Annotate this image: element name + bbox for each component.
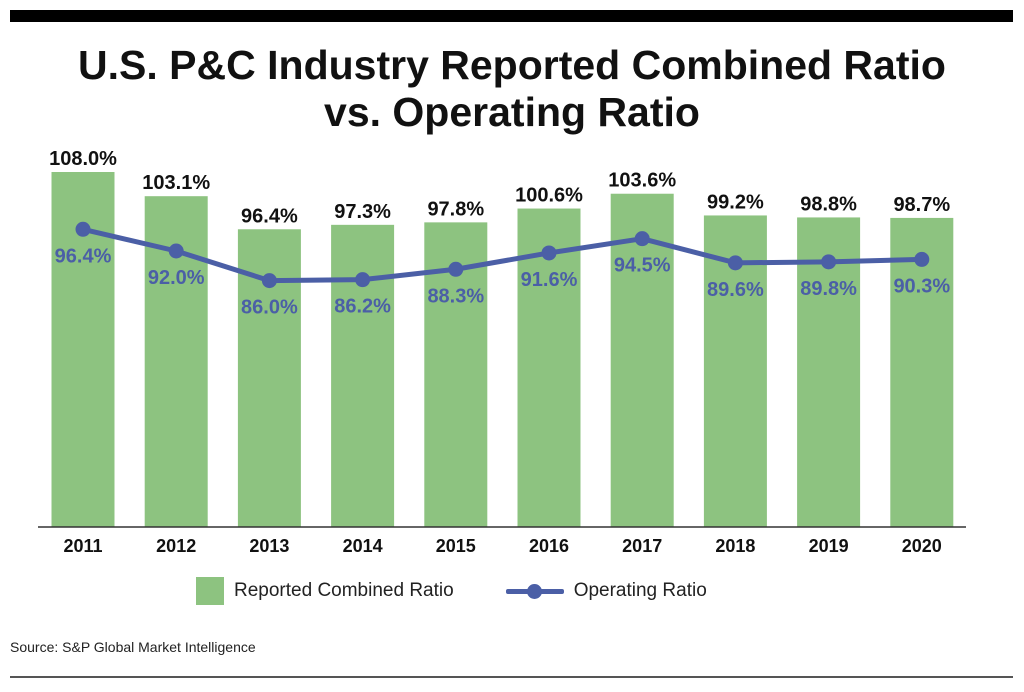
bar-2020 (890, 217, 954, 527)
x-tick-label-2014: 2014 (343, 536, 383, 556)
x-tick-label-2012: 2012 (156, 536, 196, 556)
legend-label-combined-ratio: Reported Combined Ratio (234, 580, 454, 601)
operating-ratio-point-2011 (75, 221, 91, 237)
operating-ratio-label-2016: 91.6% (521, 269, 578, 291)
bar-value-label-2016: 100.6% (515, 185, 583, 207)
bar-value-label-2014: 97.3% (334, 201, 391, 223)
operating-ratio-label-2017: 94.5% (614, 255, 671, 277)
bar-2014 (331, 224, 395, 527)
bar-value-label-2015: 97.8% (427, 198, 484, 220)
operating-ratio-point-2018 (727, 255, 743, 271)
operating-ratio-point-2013 (261, 273, 277, 289)
chart-title-line-1: U.S. P&C Industry Reported Combined Rati… (78, 42, 946, 88)
x-tick-label-2020: 2020 (902, 536, 942, 556)
bar-value-label-2020: 98.7% (893, 194, 950, 216)
operating-ratio-point-2019 (821, 254, 837, 270)
bar-2017 (610, 193, 674, 528)
operating-ratio-label-2018: 89.6% (707, 279, 764, 301)
operating-ratio-point-2015 (448, 261, 464, 277)
operating-ratio-label-2020: 90.3% (893, 275, 950, 297)
operating-ratio-label-2015: 88.3% (427, 285, 484, 307)
bottom-rule (10, 676, 1013, 678)
x-tick-label-2017: 2017 (622, 536, 662, 556)
legend-label-operating-ratio: Operating Ratio (573, 580, 707, 601)
legend: Reported Combined Ratio Operating Ratio (196, 576, 707, 606)
x-tick-label-2011: 2011 (63, 536, 102, 556)
top-rule (10, 10, 1013, 22)
operating-ratio-label-2013: 86.0% (241, 297, 298, 319)
operating-ratio-line (80, 226, 925, 284)
bar-value-label-2017: 103.6% (608, 170, 676, 192)
legend-swatch-combined-ratio (196, 577, 224, 605)
operating-ratio-label-2014: 86.2% (334, 296, 391, 318)
operating-ratio-point-2017 (634, 231, 650, 247)
x-tick-label-2015: 2015 (436, 536, 476, 556)
x-tick-label-2016: 2016 (529, 536, 569, 556)
chart-plot: 108.0% 103.1% 96.4% 97.3% 97.8% 100.6% 103.6% 9… (38, 148, 966, 556)
operating-ratio-label-2019: 89.8% (800, 278, 857, 300)
bar-value-label-2012: 103.1% (142, 172, 210, 194)
x-tick-label-2019: 2019 (809, 536, 849, 556)
bar-value-label-2013: 96.4% (241, 205, 298, 227)
bar-value-label-2018: 99.2% (707, 191, 764, 213)
bar-value-label-2011: 108.0% (49, 148, 117, 170)
legend-swatch-operating-ratio (505, 578, 564, 604)
legend-line-marker (526, 584, 542, 599)
bar-2016 (517, 208, 581, 527)
operating-ratio-point-2016 (541, 245, 557, 261)
operating-ratio-label-2011: 96.4% (55, 245, 112, 267)
operating-ratio-point-2020 (914, 251, 930, 267)
bar-value-label-2019: 98.8% (800, 193, 857, 215)
x-tick-label-2013: 2013 (249, 536, 289, 556)
source-note: Source: S&P Global Market Intelligence (10, 639, 256, 655)
chart-title: U.S. P&C Industry Reported Combined Rati… (0, 42, 1024, 136)
x-tick-label-2018: 2018 (715, 536, 755, 556)
chart-title-line-2: vs. Operating Ratio (324, 89, 700, 135)
operating-ratio-point-2014 (355, 272, 371, 288)
operating-ratio-label-2012: 92.0% (148, 267, 205, 289)
operating-ratio-point-2012 (168, 243, 184, 259)
